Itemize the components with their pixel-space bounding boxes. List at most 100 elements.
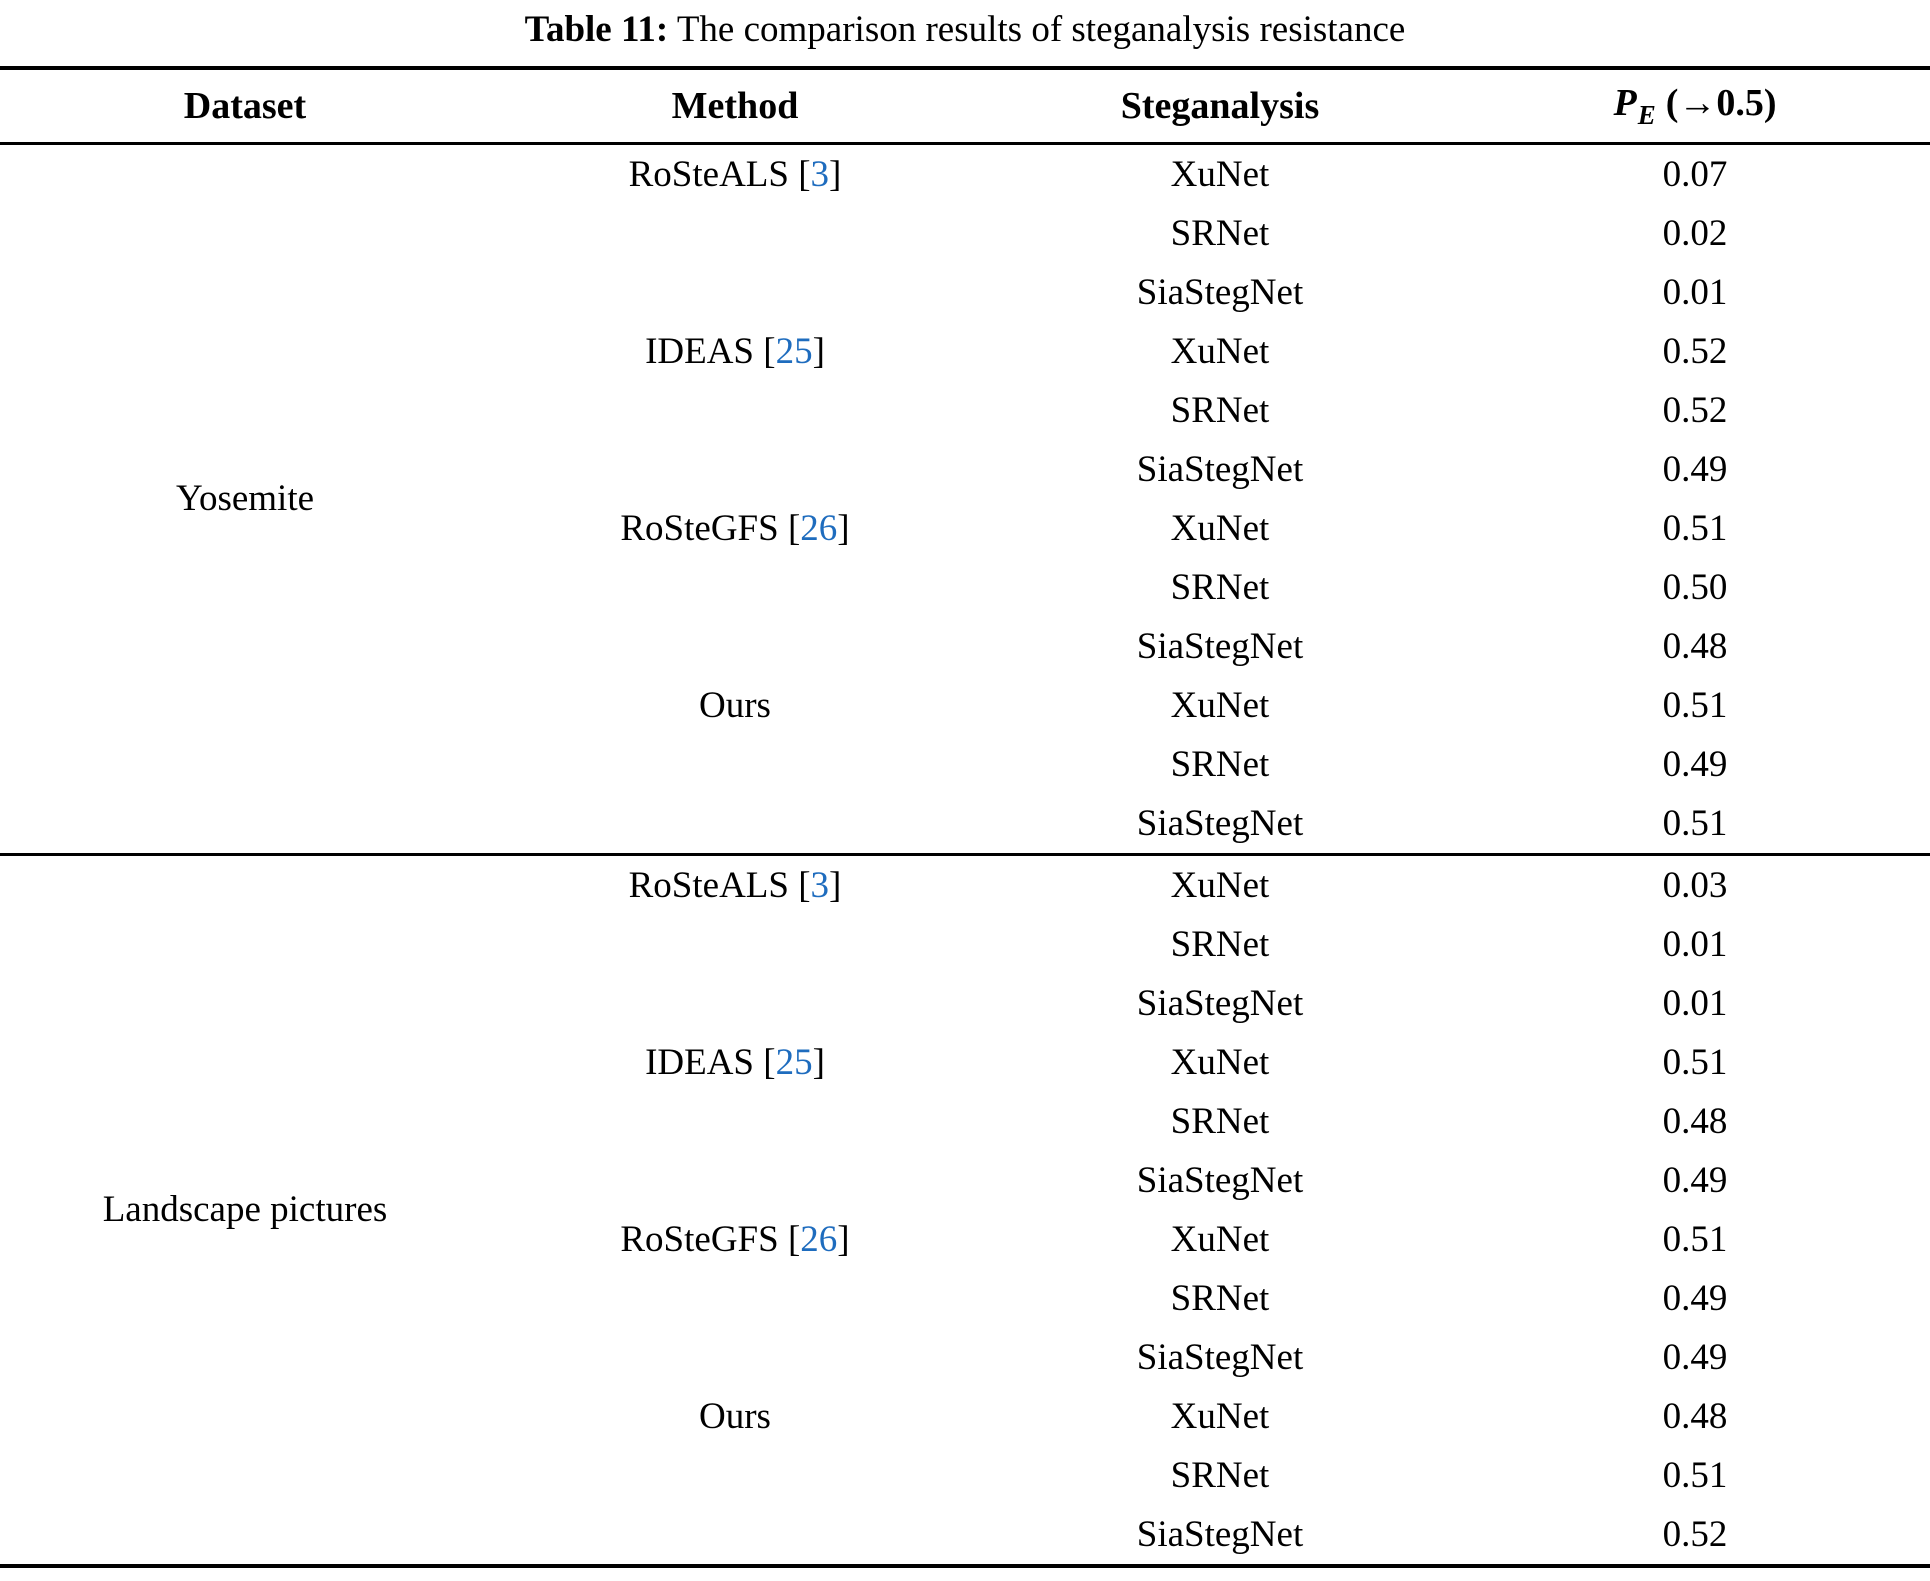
- citation-bracket-close: ]: [837, 507, 850, 549]
- citation-bracket-open: [: [798, 864, 811, 906]
- steganalysis-label: SRNet: [1170, 1100, 1270, 1142]
- steganalysis-label: XuNet: [1170, 1218, 1270, 1260]
- table-row: SiaStegNet 0.49: [0, 1328, 1930, 1387]
- citation-bracket-open: [: [798, 153, 811, 195]
- steganalysis-label: SiaStegNet: [1136, 271, 1304, 313]
- steganalysis-label: SRNet: [1170, 389, 1270, 431]
- method-label: RoSteGFS: [620, 1218, 779, 1260]
- table-row: SiaStegNet 0.01: [0, 263, 1930, 322]
- pe-value: 0.48: [1662, 625, 1728, 667]
- pe-value: 0.01: [1662, 923, 1728, 965]
- pe-value: 0.48: [1662, 1395, 1728, 1437]
- method-label: RoSteALS: [628, 153, 789, 195]
- table-row: SiaStegNet 0.48: [0, 617, 1930, 676]
- steganalysis-label: XuNet: [1170, 1395, 1270, 1437]
- method-label: IDEAS: [645, 1041, 755, 1083]
- method-cell: IDEAS [25]: [490, 322, 980, 499]
- column-header-steganalysis: Steganalysis: [1120, 84, 1320, 127]
- pe-value: 0.51: [1662, 1454, 1728, 1496]
- steganalysis-label: SiaStegNet: [1136, 1159, 1304, 1201]
- table-row: SRNet 0.49: [0, 735, 1930, 794]
- steganalysis-label: XuNet: [1170, 684, 1270, 726]
- pe-value: 0.52: [1662, 330, 1728, 372]
- steganalysis-label: SiaStegNet: [1136, 625, 1304, 667]
- table-row: SRNet 0.52: [0, 381, 1930, 440]
- pe-value: 0.51: [1662, 1041, 1728, 1083]
- pe-value: 0.52: [1662, 1513, 1728, 1555]
- method-label: RoSteGFS: [620, 507, 779, 549]
- method-label: Ours: [699, 684, 771, 726]
- pe-value: 0.02: [1662, 212, 1728, 254]
- table-row: IDEAS [25] XuNet 0.52: [0, 322, 1930, 381]
- pe-value: 0.01: [1662, 982, 1728, 1024]
- citation-bracket-open: [: [763, 330, 776, 372]
- method-cell: Ours: [490, 1387, 980, 1566]
- table-row: SiaStegNet 0.49: [0, 440, 1930, 499]
- citation-bracket-close: ]: [812, 330, 825, 372]
- column-header-method: Method: [671, 84, 799, 127]
- steganalysis-label: SRNet: [1170, 1277, 1270, 1319]
- steganalysis-label: SRNet: [1170, 212, 1270, 254]
- table-row: RoSteGFS [26] XuNet 0.51: [0, 1210, 1930, 1269]
- pe-value: 0.49: [1662, 448, 1728, 490]
- method-label: IDEAS: [645, 330, 755, 372]
- pe-value: 0.49: [1662, 743, 1728, 785]
- table-row: SRNet 0.48: [0, 1092, 1930, 1151]
- steganalysis-label: SRNet: [1170, 566, 1270, 608]
- table-caption: Table 11: The comparison results of steg…: [0, 0, 1930, 66]
- steganalysis-label: SiaStegNet: [1136, 982, 1304, 1024]
- pe-value: 0.49: [1662, 1159, 1728, 1201]
- dataset-label: Yosemite: [175, 478, 315, 519]
- table-caption-text: The comparison results of steganalysis r…: [668, 9, 1406, 50]
- table-row: SRNet 0.50: [0, 558, 1930, 617]
- pe-value: 0.49: [1662, 1336, 1728, 1378]
- steganalysis-label: SRNet: [1170, 1454, 1270, 1496]
- citation-link[interactable]: 25: [775, 330, 813, 372]
- method-cell: RoSteALS [3]: [490, 854, 980, 1033]
- table-number: Table 11:: [524, 9, 669, 50]
- method-label: RoSteALS: [628, 864, 789, 906]
- method-cell: Ours: [490, 676, 980, 855]
- dataset-section: Yosemite RoSteALS [3] XuNet 0.07 SRNet 0.02 Si…: [0, 143, 1930, 854]
- citation-link[interactable]: 3: [810, 153, 830, 195]
- method-cell: RoSteGFS [26]: [490, 499, 980, 676]
- table-row: SiaStegNet 0.52: [0, 1505, 1930, 1566]
- citation-bracket-close: ]: [829, 864, 842, 906]
- table-row: SRNet 0.49: [0, 1269, 1930, 1328]
- steganalysis-label: XuNet: [1170, 330, 1270, 372]
- steganalysis-label: SiaStegNet: [1136, 448, 1304, 490]
- citation-link[interactable]: 3: [810, 864, 830, 906]
- dataset-section: Landscape pictures RoSteALS [3] XuNet 0.03 S…: [0, 854, 1930, 1566]
- pe-value: 0.01: [1662, 271, 1728, 313]
- citation-bracket-close: ]: [829, 153, 842, 195]
- pe-value: 0.51: [1662, 684, 1728, 726]
- method-cell: IDEAS [25]: [490, 1033, 980, 1210]
- citation-link[interactable]: 26: [800, 1218, 838, 1260]
- table-row: SiaStegNet 0.51: [0, 794, 1930, 855]
- steganalysis-label: XuNet: [1170, 864, 1270, 906]
- pe-value: 0.52: [1662, 389, 1728, 431]
- pe-value: 0.03: [1662, 864, 1728, 906]
- steganalysis-label: XuNet: [1170, 1041, 1270, 1083]
- table-row: Landscape pictures RoSteALS [3] XuNet 0.03: [0, 854, 1930, 1231]
- table-row: SRNet 0.51: [0, 1446, 1930, 1505]
- pe-target: (→0.5): [1665, 81, 1777, 124]
- steganalysis-label: SiaStegNet: [1136, 1336, 1304, 1378]
- steganalysis-label: XuNet: [1170, 507, 1270, 549]
- citation-bracket-open: [: [787, 507, 801, 549]
- table-row: RoSteGFS [26] XuNet 0.51: [0, 499, 1930, 558]
- steganalysis-label: SiaStegNet: [1136, 802, 1304, 844]
- pe-value: 0.51: [1662, 507, 1728, 549]
- citation-link[interactable]: 25: [775, 1041, 813, 1083]
- method-label: Ours: [699, 1395, 771, 1437]
- pe-value: 0.07: [1662, 153, 1728, 195]
- pe-value: 0.50: [1662, 566, 1728, 608]
- pe-value: 0.48: [1662, 1100, 1728, 1142]
- table-row: SiaStegNet 0.49: [0, 1151, 1930, 1210]
- pe-value: 0.49: [1662, 1277, 1728, 1319]
- steganalysis-label: XuNet: [1170, 153, 1270, 195]
- column-header-pe: PE (→0.5): [1460, 68, 1930, 143]
- citation-link[interactable]: 26: [800, 507, 838, 549]
- method-cell: RoSteALS [3]: [490, 143, 980, 322]
- method-cell: RoSteGFS [26]: [490, 1210, 980, 1387]
